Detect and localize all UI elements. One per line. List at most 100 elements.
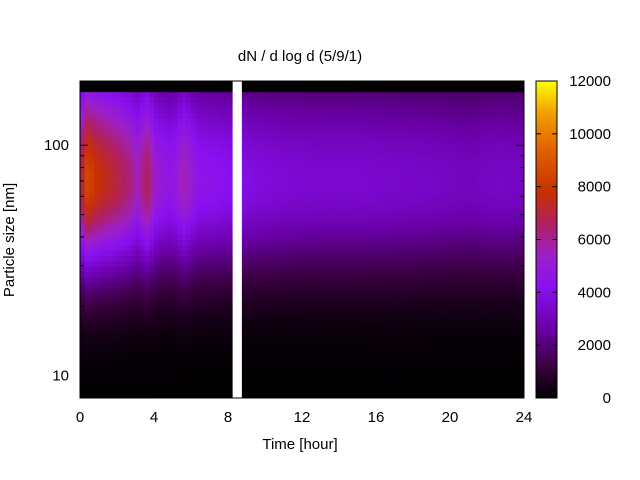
heatmap-cell xyxy=(343,324,349,330)
heatmap-cell xyxy=(436,149,442,156)
heatmap-cell xyxy=(357,281,363,288)
heatmap-cell xyxy=(389,334,396,341)
heatmap-cell xyxy=(376,276,382,283)
heatmap-cell xyxy=(283,361,289,367)
heatmap-cell xyxy=(214,287,220,293)
heatmap-cell xyxy=(394,297,400,304)
heatmap-cell xyxy=(130,313,137,320)
heatmap-cell xyxy=(265,376,271,383)
heatmap-cell xyxy=(237,334,243,341)
heatmap-cell xyxy=(408,223,414,230)
heatmap-cell xyxy=(89,292,95,299)
heatmap-cell xyxy=(311,133,317,140)
heatmap-cell xyxy=(191,96,197,103)
heatmap-cell xyxy=(385,234,391,241)
heatmap-cell xyxy=(302,165,308,172)
heatmap-cell xyxy=(140,181,146,188)
heatmap-cell xyxy=(228,223,234,230)
heatmap-cell xyxy=(311,170,317,177)
heatmap-cell xyxy=(278,133,285,140)
heatmap-cell xyxy=(362,144,368,151)
heatmap-cell xyxy=(269,318,275,325)
heatmap-cell xyxy=(339,361,345,367)
heatmap-cell xyxy=(352,170,359,177)
heatmap-cell xyxy=(389,144,396,151)
heatmap-cell xyxy=(204,160,211,167)
heatmap-cell xyxy=(195,133,201,140)
heatmap-cell xyxy=(302,107,308,114)
heatmap-cell xyxy=(320,160,326,167)
heatmap-cell xyxy=(292,281,298,288)
heatmap-cell xyxy=(251,276,257,283)
heatmap-cell xyxy=(232,218,238,225)
heatmap-cell xyxy=(200,123,206,130)
heatmap-cell xyxy=(436,382,442,389)
heatmap-cell xyxy=(93,345,100,352)
heatmap-cell xyxy=(283,339,289,346)
heatmap-cell xyxy=(255,112,261,119)
heatmap-cell xyxy=(278,160,285,167)
heatmap-cell xyxy=(260,223,266,230)
heatmap-cell xyxy=(181,255,187,262)
heatmap-cell xyxy=(311,223,317,230)
heatmap-cell xyxy=(431,139,437,145)
heatmap-cell xyxy=(426,207,433,214)
heatmap-cell xyxy=(103,355,109,362)
heatmap-cell xyxy=(357,287,363,293)
heatmap-cell xyxy=(459,102,465,109)
heatmap-cell xyxy=(450,329,456,336)
heatmap-cell xyxy=(278,213,285,219)
heatmap-cell xyxy=(357,302,363,309)
heatmap-cell xyxy=(376,302,382,309)
heatmap-cell xyxy=(177,165,183,172)
heatmap-cell xyxy=(167,324,174,330)
heatmap-cell xyxy=(144,339,150,346)
heatmap-cell xyxy=(167,86,174,93)
heatmap-cell xyxy=(389,123,396,130)
heatmap-cell xyxy=(357,154,363,161)
heatmap-cell xyxy=(454,228,460,235)
heatmap-cell xyxy=(403,144,409,151)
heatmap-cell xyxy=(237,287,243,293)
heatmap-cell xyxy=(126,186,132,193)
heatmap-cell xyxy=(144,382,150,389)
heatmap-cell xyxy=(209,86,215,93)
heatmap-cell xyxy=(283,102,289,109)
heatmap-cell xyxy=(352,271,359,278)
heatmap-cell xyxy=(329,339,335,346)
heatmap-cell xyxy=(385,181,391,188)
heatmap-cell xyxy=(417,213,423,219)
heatmap-cell xyxy=(389,186,396,193)
heatmap-cell xyxy=(362,318,368,325)
heatmap-cell xyxy=(181,334,187,341)
heatmap-cell xyxy=(385,313,391,320)
heatmap-cell xyxy=(246,149,252,156)
heatmap-cell xyxy=(394,371,400,378)
heatmap-cell xyxy=(121,112,127,119)
heatmap-cell xyxy=(385,170,391,177)
heatmap-cell xyxy=(246,191,252,198)
heatmap-cell xyxy=(450,281,456,288)
heatmap-cell xyxy=(320,324,326,330)
heatmap-cell xyxy=(228,218,234,225)
heatmap-cell xyxy=(357,207,363,214)
heatmap-cell xyxy=(413,324,419,330)
heatmap-cell xyxy=(103,234,109,241)
heatmap-cell xyxy=(417,355,423,362)
heatmap-cell xyxy=(315,392,322,398)
heatmap-cell xyxy=(107,302,113,309)
heatmap-cell xyxy=(112,366,118,373)
heatmap-cell xyxy=(89,218,95,225)
heatmap-cell xyxy=(413,392,419,398)
heatmap-cell xyxy=(306,128,312,135)
heatmap-cell xyxy=(80,117,86,124)
heatmap-cell xyxy=(237,81,243,87)
heatmap-cell xyxy=(163,191,169,198)
heatmap-cell xyxy=(195,160,201,167)
heatmap-cell xyxy=(413,228,419,235)
heatmap-cell xyxy=(255,239,261,246)
heatmap-cell xyxy=(204,276,211,283)
heatmap-cell xyxy=(436,313,442,320)
heatmap-cell xyxy=(329,96,335,103)
heatmap-cell xyxy=(311,281,317,288)
